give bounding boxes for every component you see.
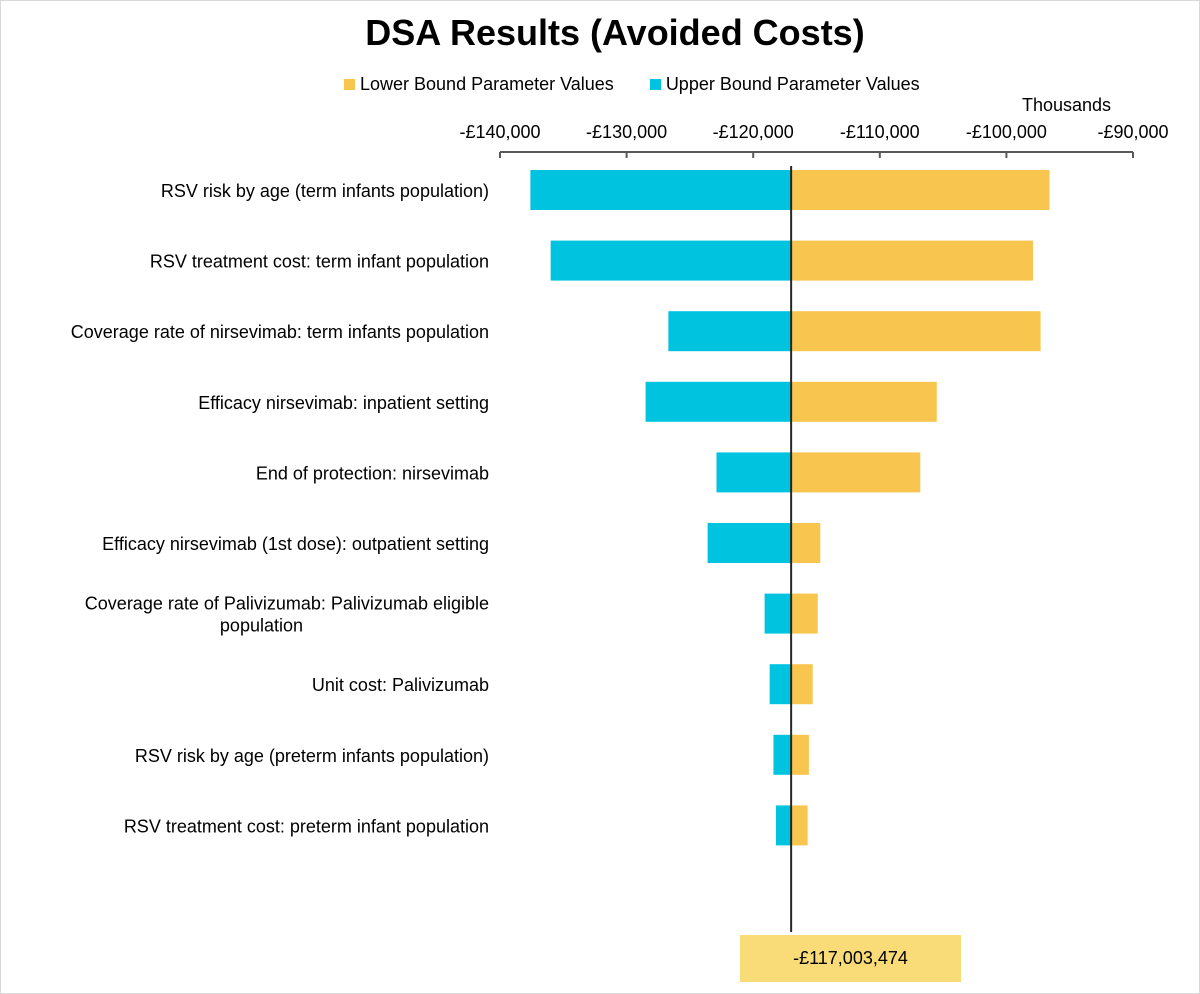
bar-upper bbox=[550, 240, 792, 281]
x-tick-label: -£100,000 bbox=[966, 122, 1047, 142]
bar-lower bbox=[791, 664, 813, 705]
category-label: RSV risk by age (preterm infants populat… bbox=[135, 746, 489, 766]
bar-upper bbox=[707, 523, 792, 563]
bar-lower bbox=[791, 452, 921, 493]
category-label: RSV treatment cost: term infant populati… bbox=[150, 252, 489, 272]
x-tick-label: -£90,000 bbox=[1097, 122, 1168, 142]
bar-lower bbox=[791, 593, 818, 634]
category-label: End of protection: nirsevimab bbox=[256, 463, 489, 483]
bar-upper bbox=[764, 593, 792, 634]
x-tick-label: -£130,000 bbox=[586, 122, 667, 142]
category-label: Coverage rate of Palivizumab: Palivizuma… bbox=[85, 594, 489, 636]
bar-upper bbox=[530, 170, 792, 210]
x-tick-label: -£140,000 bbox=[459, 122, 540, 142]
category-label: Unit cost: Palivizumab bbox=[312, 675, 489, 695]
legend-swatch-lower bbox=[344, 79, 355, 90]
bar-upper bbox=[668, 311, 792, 352]
x-tick-label: -£110,000 bbox=[840, 122, 920, 142]
axis-units-label: Thousands bbox=[1022, 95, 1112, 115]
bar-lower bbox=[791, 240, 1033, 281]
chart-title: DSA Results (Avoided Costs) bbox=[365, 12, 865, 53]
category-label: RSV treatment cost: preterm infant popul… bbox=[124, 816, 489, 836]
legend-item-lower: Lower Bound Parameter Values bbox=[344, 74, 614, 95]
base-value-label: -£117,003,474 bbox=[793, 948, 908, 968]
base-value-box: -£117,003,474 bbox=[740, 935, 961, 982]
x-tick-label: -£120,000 bbox=[713, 122, 794, 142]
bar-upper bbox=[645, 381, 792, 422]
bar-lower bbox=[791, 170, 1050, 210]
bar-upper bbox=[773, 734, 792, 775]
legend-label-upper: Upper Bound Parameter Values bbox=[665, 74, 920, 94]
bar-upper bbox=[716, 452, 792, 493]
bar-lower bbox=[791, 311, 1041, 352]
legend-item-upper: Upper Bound Parameter Values bbox=[649, 74, 920, 95]
bar-upper bbox=[775, 805, 792, 846]
bar-lower bbox=[791, 805, 808, 846]
legend-swatch-upper bbox=[649, 79, 661, 90]
category-label: Efficacy nirsevimab (1st dose): outpatie… bbox=[102, 534, 489, 554]
category-label: Efficacy nirsevimab: inpatient setting bbox=[198, 393, 489, 413]
category-label: Coverage rate of nirsevimab: term infant… bbox=[71, 322, 489, 342]
bar-lower bbox=[791, 381, 937, 422]
category-label: RSV risk by age (term infants population… bbox=[161, 181, 489, 201]
bar-upper bbox=[769, 664, 792, 705]
legend: Lower Bound Parameter Values Upper Bound… bbox=[344, 74, 956, 95]
bar-lower bbox=[791, 523, 821, 563]
legend-label-lower: Lower Bound Parameter Values bbox=[360, 74, 614, 94]
bar-lower bbox=[791, 734, 809, 775]
